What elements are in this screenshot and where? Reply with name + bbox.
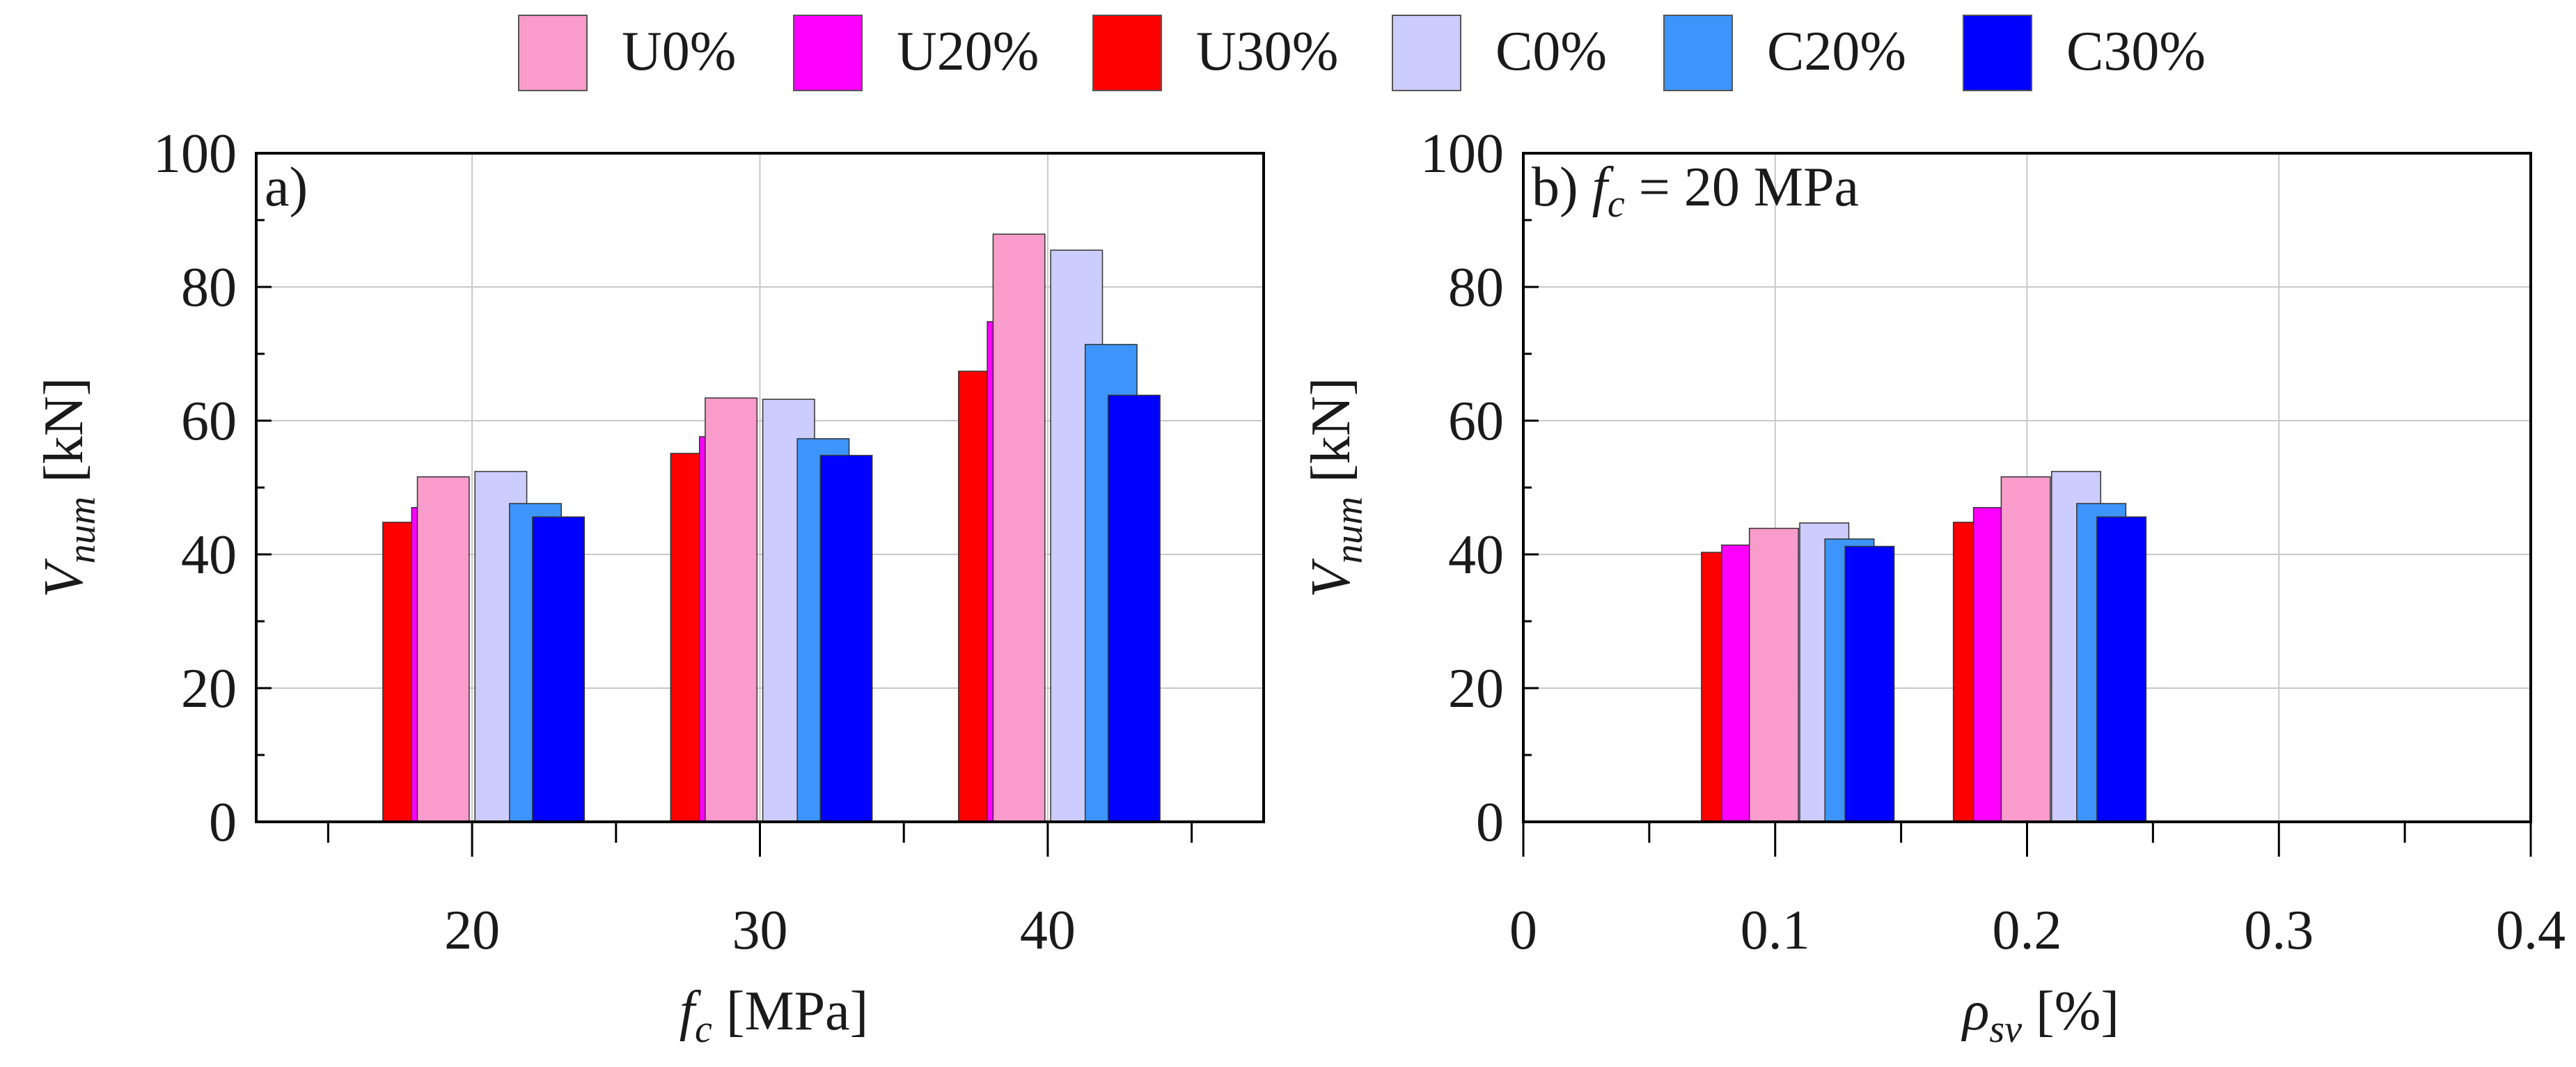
- y-axis-label-main: V: [1301, 558, 1362, 598]
- y-axis-label: Vnum [kN]: [33, 377, 104, 598]
- x-tick-label: 0.4: [2496, 900, 2566, 961]
- legend-label: U30%: [1196, 21, 1338, 82]
- spacer: [1301, 483, 1362, 497]
- y-ticks: 0 20 40 60 80 100: [1420, 123, 1539, 853]
- legend-label: C0%: [1495, 21, 1607, 82]
- y-axis-label: Vnum [kN]: [1301, 377, 1371, 598]
- panel-title-sub: c: [1608, 182, 1625, 226]
- bar-c30-pct-20: [532, 516, 586, 823]
- y-tick-label: 0: [209, 792, 237, 853]
- x-ticks: 20 30 40: [327, 822, 1193, 961]
- x-tick-label: 30: [732, 900, 788, 961]
- legend-swatch: [1663, 15, 1733, 91]
- x-axis-label: fc [MPa]: [680, 981, 869, 1051]
- x-axis-label: ρsv [%]: [1961, 981, 2119, 1051]
- x-ticks: 0 0.1 0.2 0.3 0.4: [1509, 822, 2566, 961]
- y-axis-label-unit: [kN]: [1301, 377, 1362, 483]
- spacer: [712, 981, 726, 1042]
- bar-c30-pct-40: [1107, 394, 1161, 823]
- y-tick-label: 100: [153, 123, 237, 185]
- legend-swatch: [1092, 15, 1162, 91]
- spacer: [2022, 981, 2036, 1042]
- y-tick-label: 60: [181, 391, 237, 452]
- legend-item-c0-pct: C0%: [1392, 15, 1607, 91]
- y-tick-label: 80: [181, 257, 237, 318]
- spacer: [33, 483, 95, 497]
- y-tick-label: 60: [1448, 391, 1504, 452]
- legend-label: C30%: [2066, 21, 2206, 82]
- x-tick-label: 0.1: [1741, 900, 1810, 961]
- y-tick-label: 80: [1448, 257, 1504, 318]
- y-tick-label: 40: [1448, 524, 1504, 586]
- legend: U0% U20% U30% C0% C20% C30%: [518, 15, 2206, 91]
- legend-label: U20%: [897, 21, 1039, 82]
- y-axis-label-unit: [kN]: [33, 377, 95, 483]
- bar-u0-pct-0-1: [1748, 527, 1799, 823]
- bar-c30-pct-0-1: [1844, 545, 1895, 823]
- y-tick-label: 20: [181, 658, 237, 719]
- legend-swatch: [518, 15, 588, 91]
- panel-b-chart: 0 20 40 60 80 100 0 0.1 0.2 0.3 0.4 ρsv [%] Vnum [kN…: [1301, 123, 2566, 1051]
- legend-swatch: [1392, 15, 1461, 91]
- y-axis-label-sub: num: [1328, 497, 1371, 563]
- bar-c30-pct-0-2: [2096, 516, 2147, 823]
- legend-item-u0-pct: U0%: [518, 15, 736, 91]
- panel-label-text: b): [1532, 157, 1578, 218]
- x-axis-label-sub: sv: [1989, 1008, 2022, 1051]
- x-axis-label-main: ρ: [1961, 981, 1989, 1042]
- panel-label-text: a): [265, 157, 308, 218]
- bar-u0-pct-40: [992, 233, 1046, 823]
- bar-u0-pct-30: [705, 397, 758, 823]
- x-axis-label-unit: [%]: [2036, 981, 2119, 1042]
- x-axis-label-unit: [MPa]: [726, 981, 868, 1042]
- x-tick-label: 0.3: [2244, 900, 2314, 961]
- x-tick-label: 0.2: [1993, 900, 2062, 961]
- y-tick-label: 20: [1448, 658, 1504, 719]
- legend-item-u30-pct: U30%: [1092, 15, 1338, 91]
- x-tick-label: 0: [1509, 900, 1537, 961]
- panel-label: a): [265, 157, 308, 218]
- legend-item-c20-pct: C20%: [1663, 15, 1906, 91]
- legend-swatch: [1963, 15, 2032, 91]
- x-axis-label-sub: c: [695, 1008, 712, 1051]
- y-tick-label: 100: [1420, 123, 1504, 185]
- y-ticks: 0 20 40 60 80 100: [153, 123, 272, 853]
- x-tick-label: 20: [444, 900, 500, 961]
- spacer: [1578, 157, 1592, 218]
- legend-label: U0%: [622, 21, 736, 82]
- bar-c30-pct-30: [819, 455, 873, 823]
- y-axis-label-sub: num: [61, 497, 104, 563]
- y-tick-label: 0: [1476, 792, 1504, 853]
- x-tick-label: 40: [1020, 900, 1076, 961]
- bar-u0-pct-20: [416, 476, 470, 823]
- panel-label: b) fc = 20 MPa: [1532, 157, 1859, 226]
- legend-item-c30-pct: C30%: [1963, 15, 2206, 91]
- legend-swatch: [793, 15, 863, 91]
- y-axis-label-main: V: [33, 558, 95, 598]
- bars: [1701, 471, 2147, 823]
- panel-a-chart: 0 20 40 60 80 100 20 30 40 fc [MPa] Vnum [kN] a): [33, 123, 1265, 1051]
- bar-u0-pct-0-2: [2000, 476, 2051, 823]
- panel-title-suffix: = 20 MPa: [1625, 157, 1859, 218]
- legend-label: C20%: [1767, 21, 1906, 82]
- y-tick-label: 40: [181, 524, 237, 586]
- bars: [382, 233, 1161, 823]
- legend-item-u20-pct: U20%: [793, 15, 1039, 91]
